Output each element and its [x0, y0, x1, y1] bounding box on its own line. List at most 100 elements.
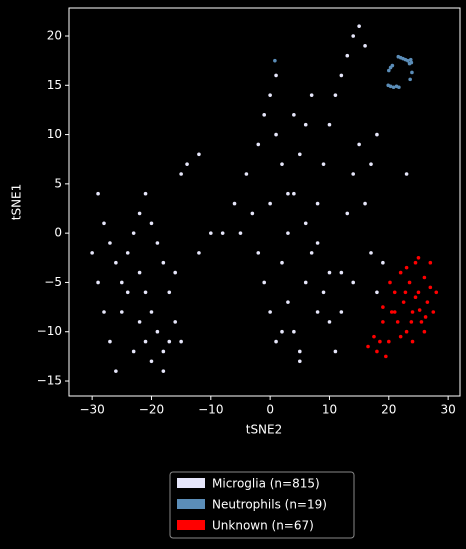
- point: [408, 77, 412, 82]
- y-tick-label: 10: [47, 127, 62, 141]
- point: [120, 280, 124, 285]
- point: [102, 310, 106, 314]
- point: [131, 231, 136, 235]
- y-tick-label: −10: [37, 324, 62, 338]
- point: [327, 320, 332, 324]
- point: [280, 329, 284, 334]
- point: [391, 85, 396, 90]
- point: [375, 132, 379, 137]
- point: [96, 280, 100, 285]
- x-tick-label: 10: [322, 403, 337, 417]
- point: [179, 172, 183, 176]
- point: [416, 255, 421, 260]
- legend-label: Microglia (n=815): [212, 477, 320, 491]
- point: [333, 93, 338, 97]
- point: [303, 280, 308, 285]
- y-tick-label: 0: [54, 226, 62, 240]
- point: [397, 85, 401, 90]
- point: [274, 132, 278, 137]
- point: [161, 369, 166, 373]
- point: [387, 339, 391, 344]
- point: [389, 310, 394, 314]
- point: [388, 84, 393, 89]
- point: [422, 275, 427, 280]
- point: [125, 290, 130, 295]
- point: [256, 142, 261, 147]
- point: [345, 211, 350, 216]
- point: [369, 162, 373, 166]
- point: [292, 329, 296, 334]
- point: [375, 290, 379, 295]
- point: [309, 251, 314, 255]
- point: [114, 260, 118, 265]
- point: [333, 349, 338, 354]
- point: [410, 339, 415, 344]
- point: [339, 310, 344, 314]
- point: [161, 260, 166, 265]
- point: [381, 305, 385, 309]
- point: [268, 201, 272, 206]
- point: [409, 60, 414, 65]
- point: [419, 320, 424, 324]
- legend-box: [169, 471, 355, 539]
- legend-label: Neutrophils (n=19): [212, 498, 327, 512]
- point: [268, 93, 272, 97]
- point: [149, 359, 154, 364]
- point: [280, 260, 284, 265]
- point: [273, 58, 277, 63]
- point: [262, 280, 267, 285]
- point: [143, 290, 148, 295]
- point: [408, 57, 413, 62]
- point: [220, 231, 225, 235]
- point: [321, 162, 326, 166]
- point: [149, 221, 154, 226]
- point: [137, 270, 142, 275]
- x-tick-label: −30: [79, 403, 104, 417]
- x-axis-label: tSNE2: [246, 423, 283, 437]
- point: [173, 320, 178, 324]
- point: [197, 251, 201, 255]
- point: [131, 349, 136, 354]
- point: [102, 221, 106, 226]
- point: [417, 308, 422, 312]
- point: [410, 70, 414, 75]
- point: [381, 260, 385, 265]
- point: [395, 320, 400, 324]
- point: [315, 241, 320, 245]
- point: [388, 280, 392, 285]
- point: [398, 334, 403, 339]
- y-tick-label: −15: [37, 374, 62, 388]
- point: [298, 349, 302, 354]
- point: [155, 241, 160, 245]
- legend-swatch: [177, 499, 205, 509]
- x-tick-label: 0: [266, 403, 274, 417]
- point: [155, 329, 160, 334]
- point: [143, 339, 148, 344]
- x-tick-label: −10: [198, 403, 223, 417]
- point: [298, 359, 302, 364]
- point: [363, 201, 367, 206]
- point: [274, 73, 278, 78]
- point: [392, 290, 397, 295]
- point: [366, 344, 370, 349]
- point: [428, 285, 433, 290]
- point: [398, 270, 403, 275]
- point: [268, 310, 272, 314]
- point: [161, 349, 166, 354]
- y-tick-label: 15: [47, 78, 62, 92]
- point: [238, 231, 243, 235]
- point: [280, 162, 284, 166]
- point: [244, 172, 249, 176]
- point: [262, 113, 267, 117]
- point: [108, 339, 112, 344]
- point: [232, 201, 237, 206]
- y-tick-label: 20: [47, 28, 62, 42]
- point: [378, 339, 382, 344]
- point: [286, 231, 290, 235]
- point: [315, 310, 320, 314]
- point: [431, 310, 436, 314]
- point: [315, 201, 320, 206]
- point: [392, 310, 397, 314]
- point: [286, 191, 290, 196]
